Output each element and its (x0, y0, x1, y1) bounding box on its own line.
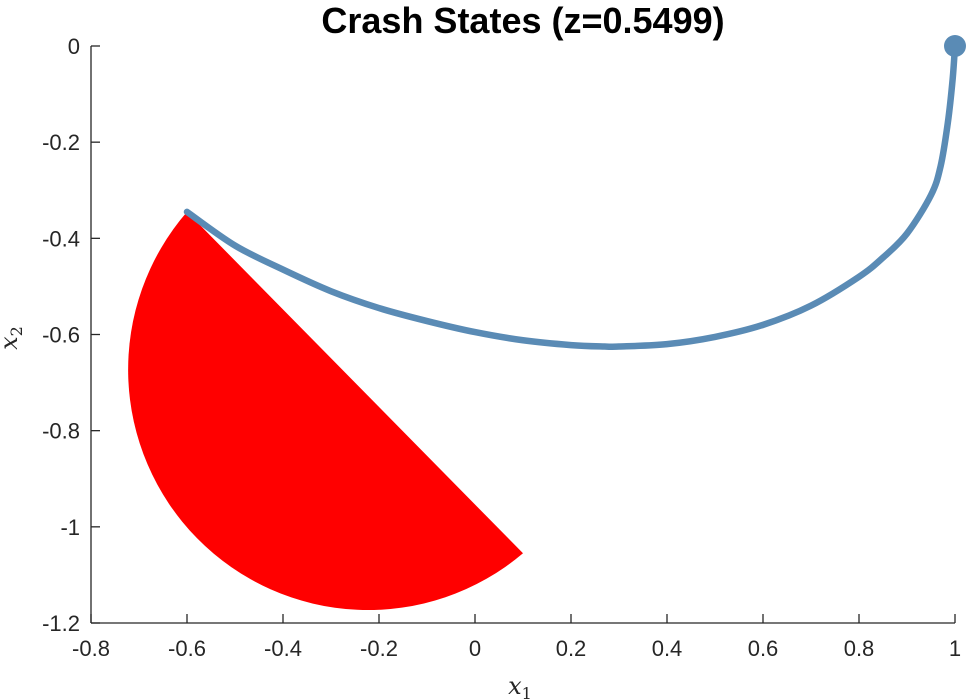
x-tick-label: 0.6 (748, 636, 779, 661)
x-tick-label: 1 (949, 636, 961, 661)
x-axis: -0.8 -0.6 -0.4 -0.2 0 0.2 0.4 0.6 0.8 1 (72, 614, 961, 661)
chart-title: Crash States (z=0.5499) (321, 0, 724, 41)
x-tick-label: 0.2 (556, 636, 587, 661)
x-tick-label: -0.8 (72, 636, 110, 661)
y-tick-label: -1.2 (42, 611, 80, 636)
y-axis-label-main: x (0, 336, 23, 350)
x-tick-label: 0.4 (652, 636, 683, 661)
trajectory-line (183, 42, 959, 351)
x-tick-label: -0.6 (168, 636, 206, 661)
y-axis: 0 -0.2 -0.4 -0.6 -0.8 -1 -1.2 (42, 34, 100, 636)
y-tick-label: -0.2 (42, 130, 80, 155)
y-tick-label: -0.6 (42, 323, 80, 348)
x-tick-label: 0 (469, 636, 481, 661)
y-axis-label-sub: 2 (7, 326, 26, 336)
plot-area (128, 35, 966, 611)
y-axis-label: x2 (0, 326, 26, 350)
y-tick-label: -0.4 (42, 226, 80, 251)
x-tick-label: -0.4 (264, 636, 302, 661)
crash-region (128, 211, 523, 611)
x-axis-label: x1 (508, 672, 532, 700)
start-marker (944, 35, 966, 57)
x-tick-label: -0.2 (360, 636, 398, 661)
x-axis-label-sub: 1 (522, 684, 532, 700)
y-tick-label: 0 (68, 34, 80, 59)
y-tick-label: -1 (60, 515, 80, 540)
x-axis-label-main: x (508, 672, 522, 700)
y-tick-label: -0.8 (42, 419, 80, 444)
x-tick-label: 0.8 (844, 636, 875, 661)
